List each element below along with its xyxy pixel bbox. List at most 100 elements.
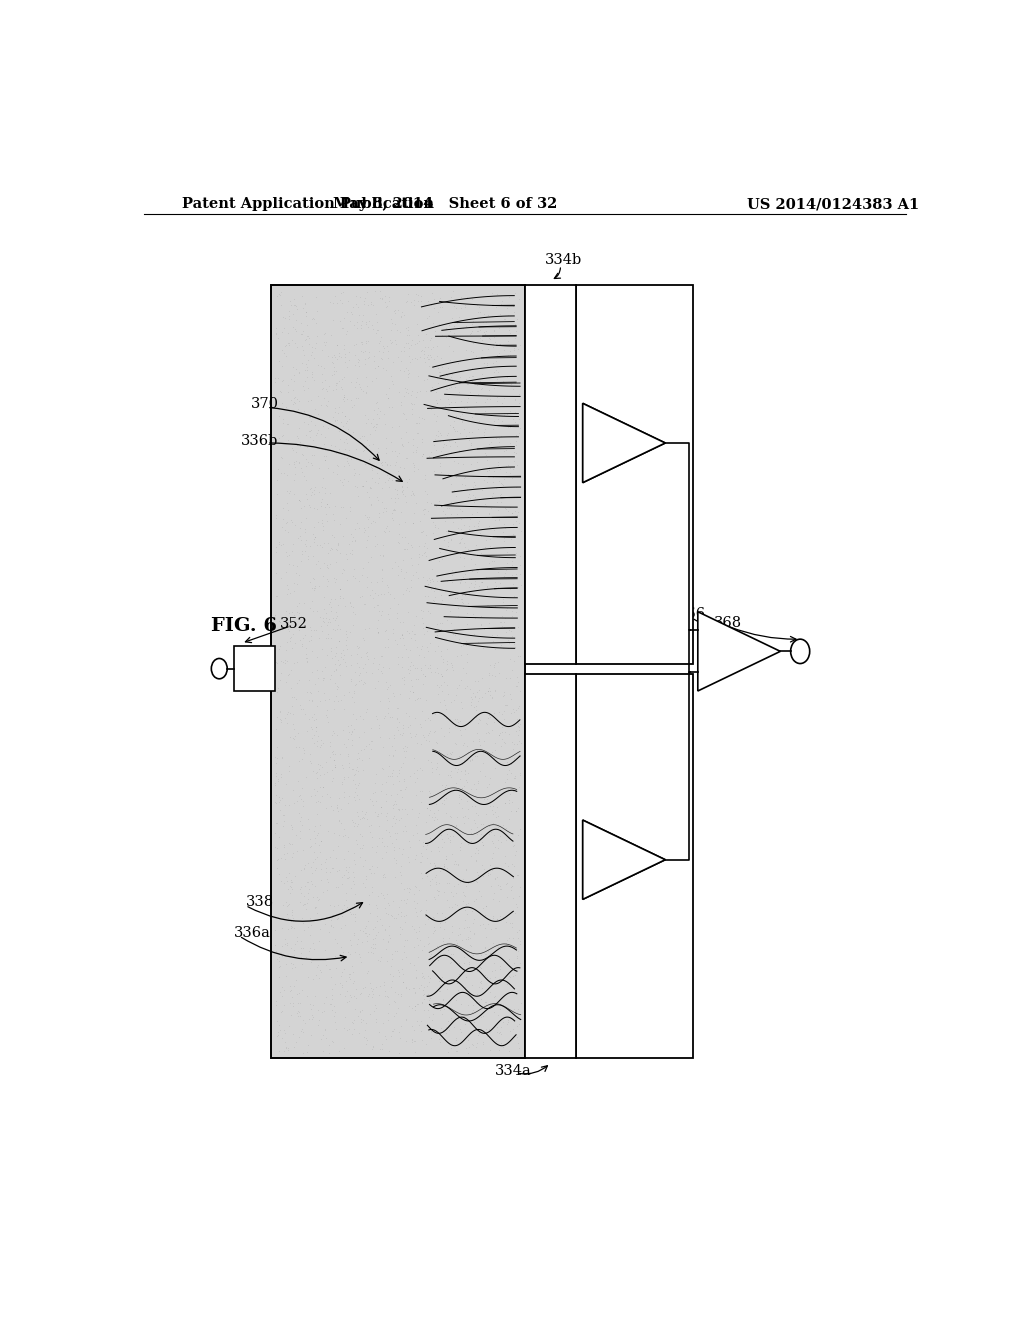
Point (428, 411, 444, 432)
Point (302, 630, 318, 651)
Point (499, 974, 515, 995)
Point (511, 289, 527, 310)
Point (336, 985, 352, 1006)
Point (301, 333, 317, 354)
Point (384, 766, 400, 787)
Point (483, 859, 500, 880)
Point (393, 656, 410, 677)
Point (463, 432, 479, 453)
Point (368, 781, 384, 803)
Point (315, 880, 332, 902)
Point (398, 290, 415, 312)
Point (282, 583, 298, 605)
Point (288, 321, 304, 342)
Point (413, 599, 429, 620)
Point (340, 867, 356, 888)
Point (455, 453, 471, 474)
Point (345, 894, 361, 915)
Point (300, 879, 316, 900)
Point (319, 627, 336, 648)
Point (447, 817, 464, 838)
Point (389, 708, 406, 729)
Point (395, 752, 412, 774)
Point (432, 917, 449, 939)
Point (495, 536, 511, 557)
Point (379, 335, 395, 356)
Point (396, 635, 413, 656)
Point (488, 284, 505, 305)
Point (404, 977, 421, 998)
Point (346, 345, 362, 366)
Point (289, 601, 305, 622)
Point (283, 510, 299, 531)
Point (316, 940, 333, 961)
Point (354, 709, 371, 730)
Point (507, 372, 523, 393)
Point (279, 649, 295, 671)
Point (477, 391, 494, 412)
Point (373, 660, 389, 681)
Point (408, 385, 424, 407)
Point (447, 929, 464, 950)
Point (444, 280, 461, 301)
Point (465, 603, 481, 624)
Point (280, 375, 296, 396)
Point (373, 803, 389, 824)
Point (473, 886, 489, 907)
Point (330, 594, 346, 615)
Point (303, 836, 319, 857)
Point (306, 516, 323, 537)
Point (291, 1027, 307, 1048)
Point (349, 638, 366, 659)
Point (485, 882, 502, 903)
Point (476, 424, 493, 445)
Point (323, 597, 339, 618)
Point (314, 379, 331, 400)
Point (328, 643, 344, 664)
Point (430, 684, 446, 705)
Point (291, 451, 307, 473)
Point (345, 849, 361, 870)
Point (419, 847, 435, 869)
Point (445, 492, 462, 513)
Point (478, 1026, 495, 1047)
Point (294, 444, 310, 465)
Point (434, 859, 451, 880)
Point (422, 987, 438, 1008)
Point (397, 1008, 414, 1030)
Point (498, 499, 514, 520)
Point (444, 512, 461, 533)
Point (336, 734, 352, 755)
Point (390, 487, 407, 508)
Point (423, 751, 439, 772)
Point (386, 302, 402, 323)
Point (334, 771, 350, 792)
Point (498, 906, 514, 927)
Point (450, 1008, 466, 1030)
Point (473, 972, 489, 993)
Point (323, 628, 339, 649)
Point (374, 758, 390, 779)
Point (457, 760, 473, 781)
Point (426, 661, 442, 682)
Point (445, 341, 462, 362)
Point (374, 288, 390, 309)
Point (484, 418, 501, 440)
Point (431, 550, 447, 572)
Point (431, 541, 447, 562)
Point (444, 944, 461, 965)
Point (447, 851, 464, 873)
Point (308, 659, 325, 680)
Point (492, 334, 508, 355)
Point (300, 451, 316, 473)
Point (366, 652, 382, 673)
Point (313, 355, 330, 376)
Point (445, 779, 462, 800)
Point (350, 305, 367, 326)
Point (315, 599, 332, 620)
Point (400, 346, 417, 367)
Point (361, 821, 378, 842)
Point (358, 577, 375, 598)
Point (278, 639, 294, 660)
Text: Patent Application Publication: Patent Application Publication (182, 197, 434, 211)
